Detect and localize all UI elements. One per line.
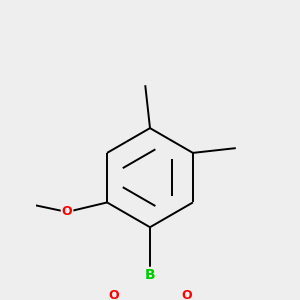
Text: O: O (109, 289, 119, 300)
Text: B: B (145, 268, 155, 282)
Text: O: O (62, 206, 72, 218)
Text: O: O (181, 289, 191, 300)
